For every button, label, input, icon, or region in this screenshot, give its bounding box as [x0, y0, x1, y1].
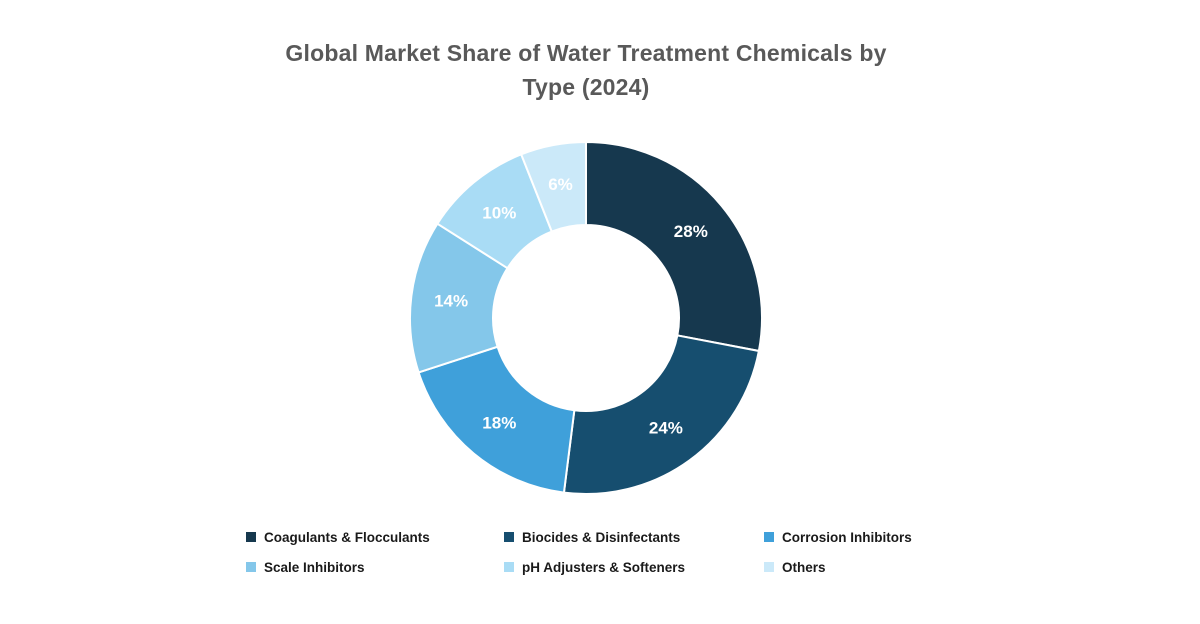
donut-segment-5: [519, 140, 587, 233]
chart-title: Global Market Share of Water Treatment C…: [246, 36, 926, 104]
legend-item-others: Others: [764, 560, 946, 575]
legend-swatch-icon: [246, 532, 256, 542]
legend-item-label: Others: [782, 559, 826, 575]
chart-title-line2: Type (2024): [522, 74, 650, 100]
legend-item-biocides-disinfectants: Biocides & Disinfectants: [504, 530, 764, 545]
donut-segment-data-label: 14%: [434, 292, 468, 311]
donut-segment-data-label: 10%: [482, 204, 516, 223]
legend-item-label: Coagulants & Flocculants: [264, 529, 430, 545]
donut-segment-data-label: 6%: [548, 175, 573, 194]
donut-segment-1: [562, 334, 761, 495]
donut-chart-area: 28% 24% 18% 14% 10% 6%: [246, 136, 926, 506]
legend-item-scale-inhibitors: Scale Inhibitors: [246, 560, 504, 575]
legend-item-coagulants-flocculants: Coagulants & Flocculants: [246, 530, 504, 545]
chart-title-line1: Global Market Share of Water Treatment C…: [285, 40, 887, 66]
chart-legend: Coagulants & Flocculants Biocides & Disi…: [246, 527, 946, 577]
legend-item-label: Corrosion Inhibitors: [782, 529, 912, 545]
donut-segment-data-label: 24%: [649, 419, 683, 438]
donut-segment-0: [585, 140, 763, 353]
donut-segment-data-label: 18%: [482, 413, 516, 432]
legend-item-ph-adjusters-softeners: pH Adjusters & Softeners: [504, 560, 764, 575]
legend-swatch-icon: [504, 562, 514, 572]
legend-swatch-icon: [764, 532, 774, 542]
legend-item-label: Biocides & Disinfectants: [522, 529, 681, 545]
legend-item-label: pH Adjusters & Softeners: [522, 559, 686, 575]
legend-swatch-icon: [764, 562, 774, 572]
legend-swatch-icon: [246, 562, 256, 572]
legend-item-corrosion-inhibitors: Corrosion Inhibitors: [764, 530, 946, 545]
legend-item-label: Scale Inhibitors: [264, 559, 365, 575]
donut-chart: 28% 24% 18% 14% 10% 6%: [409, 140, 763, 495]
donut-segment-data-label: 28%: [674, 222, 708, 241]
legend-swatch-icon: [504, 532, 514, 542]
donut-segment-2: [417, 345, 576, 494]
